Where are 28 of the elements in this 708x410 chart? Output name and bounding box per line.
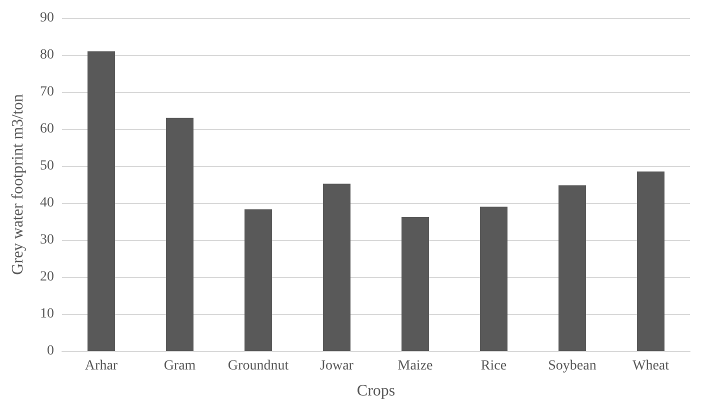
x-tick-label: Soybean (548, 358, 596, 374)
y-axis-title: Grey water footprint m3/ton (10, 94, 26, 275)
y-tick-label: 40 (40, 196, 54, 210)
x-tick-label: Jowar (320, 358, 354, 374)
x-tick-label: Wheat (632, 358, 670, 374)
bar (637, 172, 664, 351)
bar (323, 184, 350, 351)
y-tick-label: 50 (40, 158, 54, 174)
bar (244, 209, 272, 351)
y-tick-label: 0 (47, 344, 54, 358)
x-tick-label: Maize (398, 358, 433, 374)
y-tick-label: 60 (40, 122, 54, 136)
y-tick-label: 80 (40, 48, 54, 62)
x-tick-label: Rice (480, 358, 507, 374)
x-tick-label: Arhar (84, 358, 118, 374)
y-tick-label: 20 (40, 270, 54, 284)
bar (88, 51, 115, 351)
x-tick-label: Gram (164, 358, 196, 374)
y-tick-label: 70 (40, 84, 54, 100)
y-tick-label: 10 (40, 306, 54, 322)
bar (166, 118, 194, 351)
bar (402, 217, 429, 351)
y-tick-label: 30 (40, 232, 54, 248)
x-axis-title: Crops (356, 382, 396, 400)
x-tick-label: Groundnut (228, 358, 289, 374)
y-tick-label: 90 (40, 10, 54, 26)
bar (558, 185, 586, 351)
bar (480, 206, 508, 351)
